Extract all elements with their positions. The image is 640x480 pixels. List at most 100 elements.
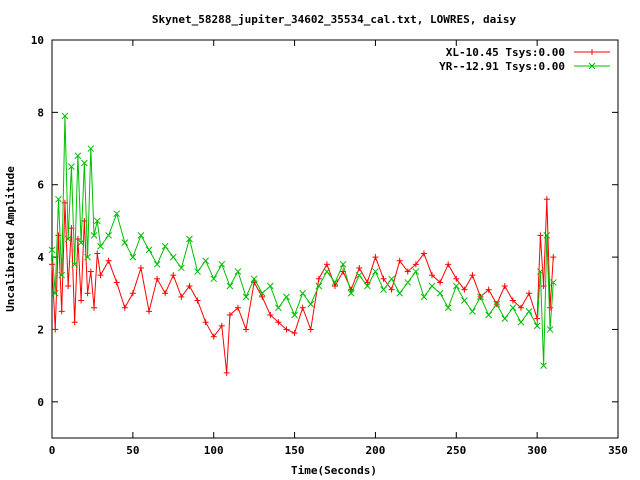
data-point bbox=[323, 268, 331, 275]
data-point bbox=[169, 253, 177, 261]
data-point bbox=[323, 261, 330, 268]
data-point bbox=[186, 235, 193, 243]
y-axis-label: Uncalibrated Amplitude bbox=[4, 166, 17, 312]
data-point bbox=[91, 304, 98, 311]
data-point bbox=[94, 250, 101, 257]
data-point bbox=[259, 293, 266, 300]
y-tick-label: 8 bbox=[37, 106, 44, 119]
data-point bbox=[267, 311, 274, 318]
data-point bbox=[540, 362, 547, 369]
data-point bbox=[178, 264, 185, 272]
y-axis: 0 2 4 6 8 10 bbox=[31, 34, 618, 409]
data-point bbox=[71, 319, 78, 326]
legend-marker bbox=[588, 62, 596, 70]
data-point bbox=[299, 289, 307, 297]
data-point bbox=[87, 268, 94, 275]
data-point bbox=[223, 369, 230, 376]
data-point bbox=[299, 304, 306, 311]
data-point bbox=[452, 282, 460, 290]
data-point bbox=[266, 282, 274, 290]
data-point bbox=[52, 326, 59, 333]
data-point bbox=[74, 152, 82, 160]
data-point bbox=[194, 297, 201, 304]
x-axis-label: Time(Seconds) bbox=[291, 464, 377, 477]
data-point bbox=[372, 254, 379, 261]
data-point bbox=[234, 304, 241, 311]
data-point bbox=[275, 319, 282, 326]
data-point bbox=[501, 315, 509, 322]
data-point bbox=[84, 253, 91, 261]
data-point bbox=[355, 271, 363, 279]
data-point bbox=[509, 297, 516, 304]
y-tick-label: 0 bbox=[37, 396, 44, 409]
data-point bbox=[396, 289, 404, 297]
data-point bbox=[258, 289, 266, 297]
data-point bbox=[68, 163, 75, 170]
data-point bbox=[64, 235, 72, 243]
data-point bbox=[388, 275, 395, 283]
data-point bbox=[307, 300, 315, 308]
data-point bbox=[547, 304, 554, 311]
data-point bbox=[283, 326, 290, 333]
data-point bbox=[186, 283, 193, 290]
data-point bbox=[517, 318, 525, 326]
x-tick-label: 250 bbox=[446, 444, 466, 457]
data-point bbox=[339, 260, 347, 268]
y-tick-label: 2 bbox=[37, 323, 44, 336]
data-point bbox=[493, 300, 501, 308]
data-point bbox=[404, 268, 411, 275]
data-point bbox=[509, 304, 517, 312]
data-point bbox=[501, 283, 508, 290]
data-point bbox=[332, 283, 338, 290]
data-point bbox=[113, 210, 121, 218]
data-point bbox=[291, 311, 298, 319]
data-point bbox=[412, 268, 420, 275]
data-point bbox=[307, 326, 314, 333]
data-point bbox=[428, 282, 436, 290]
data-point bbox=[90, 232, 98, 239]
data-point bbox=[291, 330, 298, 337]
data-point bbox=[97, 272, 104, 279]
data-point bbox=[543, 196, 550, 203]
data-point bbox=[129, 290, 136, 297]
data-point bbox=[315, 275, 322, 282]
data-point bbox=[437, 279, 444, 286]
data-point bbox=[331, 279, 339, 286]
x-tick-label: 0 bbox=[49, 444, 56, 457]
data-point bbox=[461, 286, 468, 293]
data-point bbox=[315, 282, 323, 290]
data-point bbox=[84, 290, 91, 297]
data-point bbox=[226, 311, 233, 318]
data-point bbox=[243, 326, 250, 333]
data-point bbox=[226, 282, 234, 290]
data-point bbox=[477, 293, 484, 301]
data-point bbox=[77, 239, 85, 246]
data-point bbox=[153, 260, 161, 268]
chart-title: Skynet_58288_jupiter_34602_35534_cal.txt… bbox=[152, 13, 517, 26]
data-point bbox=[347, 289, 355, 297]
data-point bbox=[121, 239, 129, 246]
data-point bbox=[445, 261, 452, 268]
data-point bbox=[161, 242, 169, 250]
legend-label: YR--12.91 Tsys:0.00 bbox=[439, 60, 565, 73]
data-point bbox=[396, 257, 403, 264]
plot-frame bbox=[51, 39, 619, 439]
data-point bbox=[526, 290, 533, 297]
legend-label: XL-10.45 Tsys:0.00 bbox=[446, 46, 565, 59]
data-point bbox=[525, 308, 533, 315]
data-point bbox=[533, 322, 541, 330]
data-point bbox=[58, 271, 66, 279]
data-point bbox=[71, 260, 78, 268]
x-tick-label: 150 bbox=[285, 444, 305, 457]
data-point bbox=[543, 232, 551, 239]
data-point bbox=[113, 279, 120, 286]
data-point bbox=[105, 257, 112, 264]
data-point bbox=[517, 304, 524, 311]
data-point bbox=[485, 311, 492, 319]
data-point bbox=[485, 286, 492, 293]
data-point bbox=[49, 261, 55, 268]
data-point bbox=[51, 289, 59, 297]
x-tick-label: 350 bbox=[608, 444, 628, 457]
